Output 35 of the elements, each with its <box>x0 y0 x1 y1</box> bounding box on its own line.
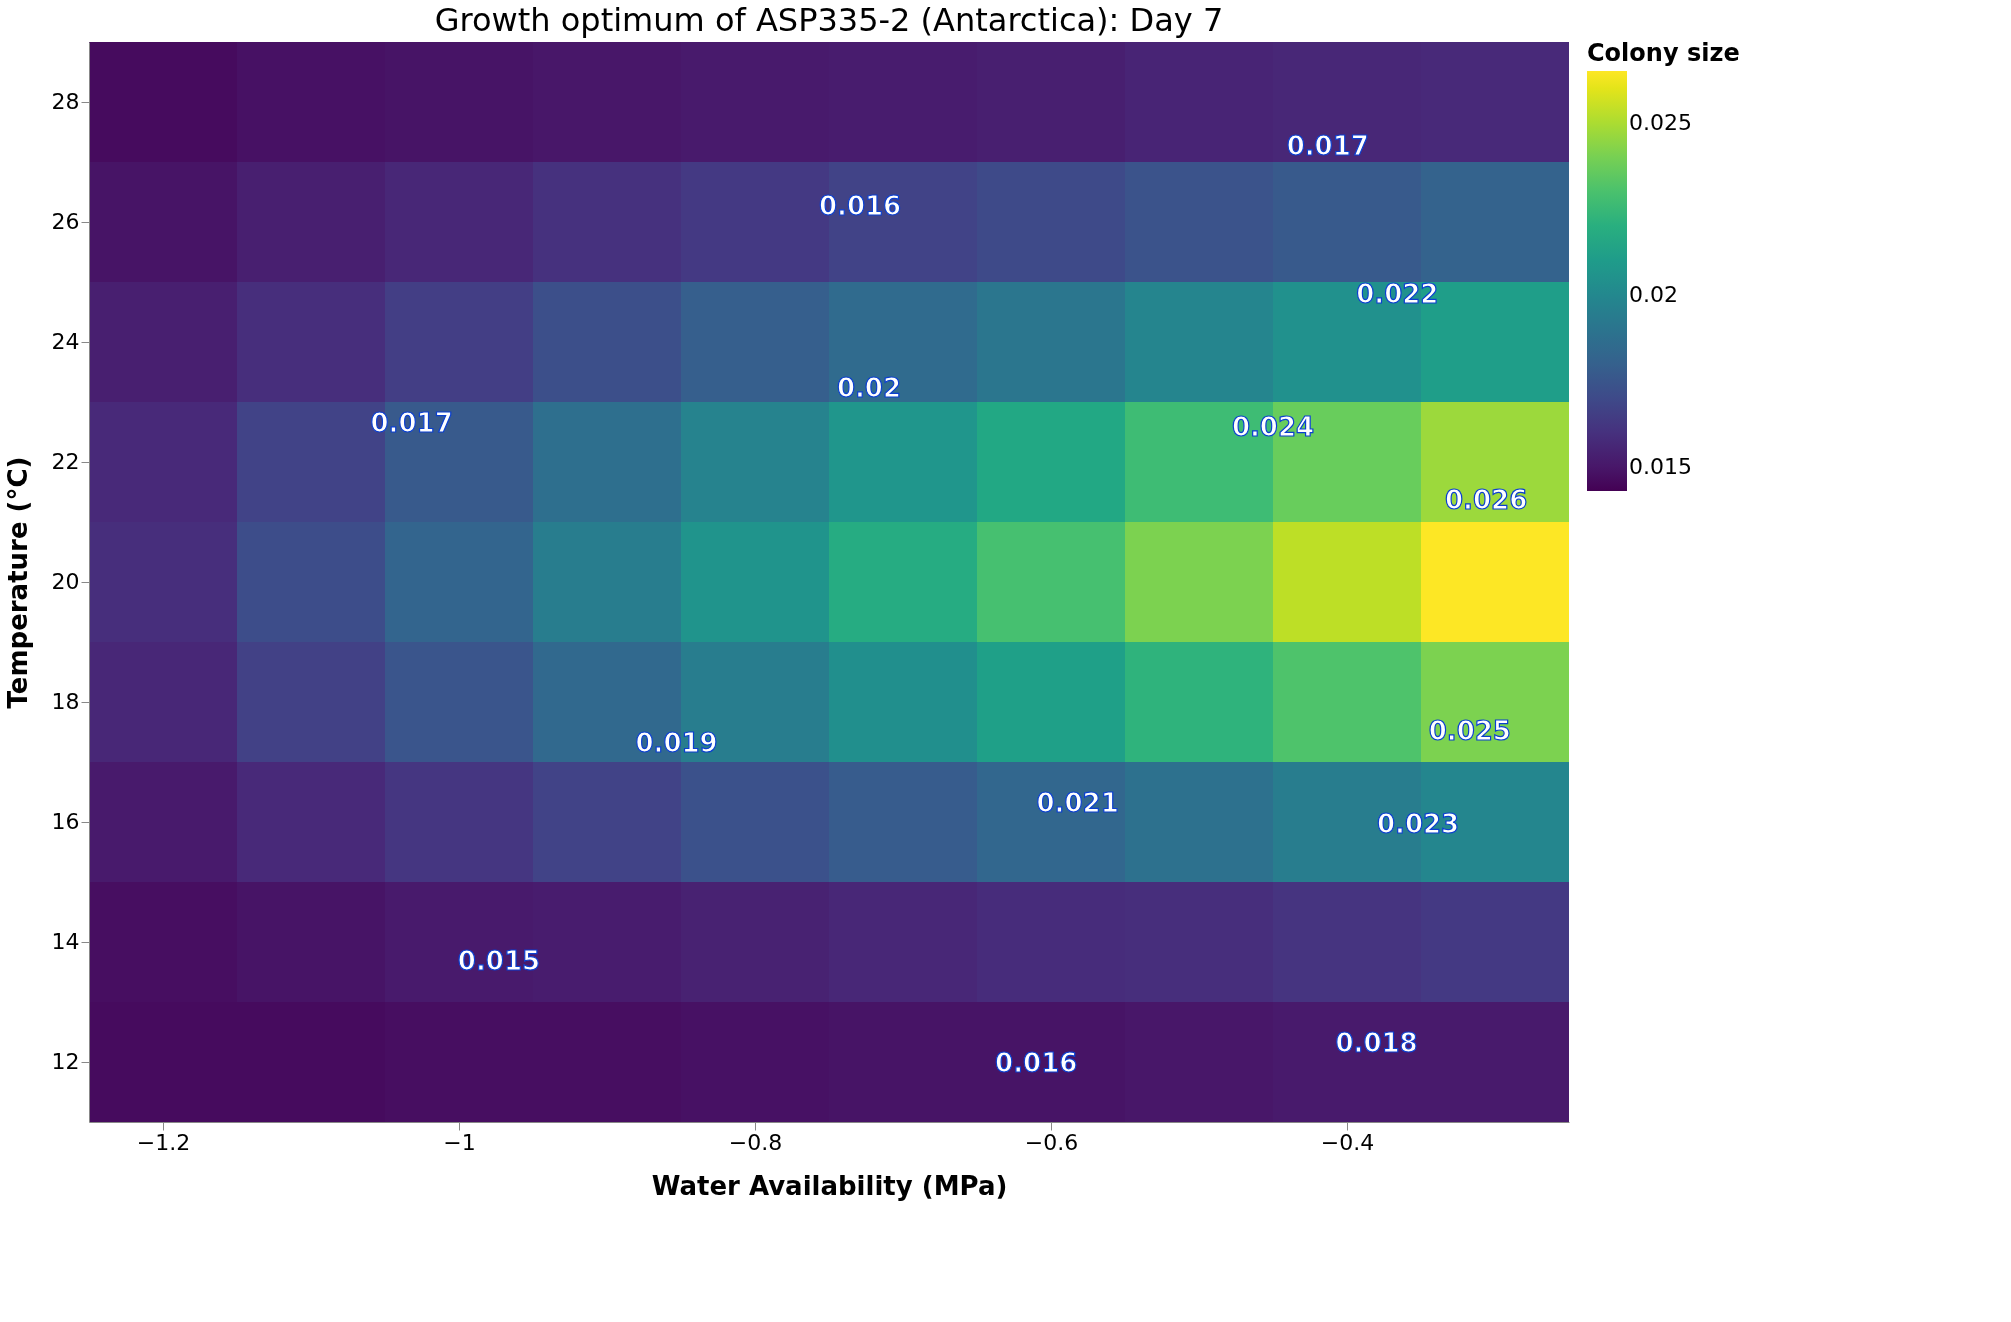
annotation: 0.018 <box>1335 1028 1418 1059</box>
x-tick-label: −1.2 <box>136 1129 191 1155</box>
annotation: 0.017 <box>370 408 453 439</box>
y-tick-label: 14 <box>51 929 80 954</box>
y-tick-label: 20 <box>51 569 80 594</box>
annotation: 0.017 <box>1286 130 1369 161</box>
annotation: 0.025 <box>1428 716 1511 747</box>
color-bar-label: 0.025 <box>1629 109 1692 135</box>
chart-title: Growth optimum of ASP335-2 (Antarctica): Day 7 <box>434 1 1224 39</box>
y-tick-label: 22 <box>51 449 80 474</box>
annotation: 0.022 <box>1356 278 1439 309</box>
x-tick-label: −1 <box>443 1129 476 1155</box>
x-tick-label: −0.8 <box>728 1129 783 1155</box>
annotation: 0.015 <box>457 946 541 977</box>
annotation: 0.019 <box>635 728 718 758</box>
annotation: 0.021 <box>1036 788 1119 819</box>
y-tick-label: 26 <box>51 209 80 234</box>
y-tick-label: 16 <box>51 809 80 834</box>
annotation: 0.026 <box>1444 485 1528 515</box>
x-tick-label: −0.6 <box>1024 1129 1079 1155</box>
y-tick-label: 28 <box>51 89 80 114</box>
annotation: 0.016 <box>818 191 902 222</box>
annotation: 0.023 <box>1376 809 1460 839</box>
x-tick-label: −0.4 <box>1320 1129 1375 1155</box>
annotation: 0.016 <box>995 1047 1078 1078</box>
annotation: 0.02 <box>836 372 902 403</box>
y-axis-title: Temperature (°C) <box>2 456 33 709</box>
annotation: 0.024 <box>1231 411 1315 442</box>
y-tick-label: 24 <box>51 329 80 354</box>
x-axis-title: Water Availability (MPa) <box>651 1170 1008 1201</box>
color-bar-label: 0.015 <box>1629 453 1692 479</box>
y-tick-label: 12 <box>51 1049 80 1074</box>
color-bar-title: Colony size <box>1587 39 1740 67</box>
color-bar-label: 0.02 <box>1629 281 1678 307</box>
y-tick-label: 18 <box>51 689 80 714</box>
